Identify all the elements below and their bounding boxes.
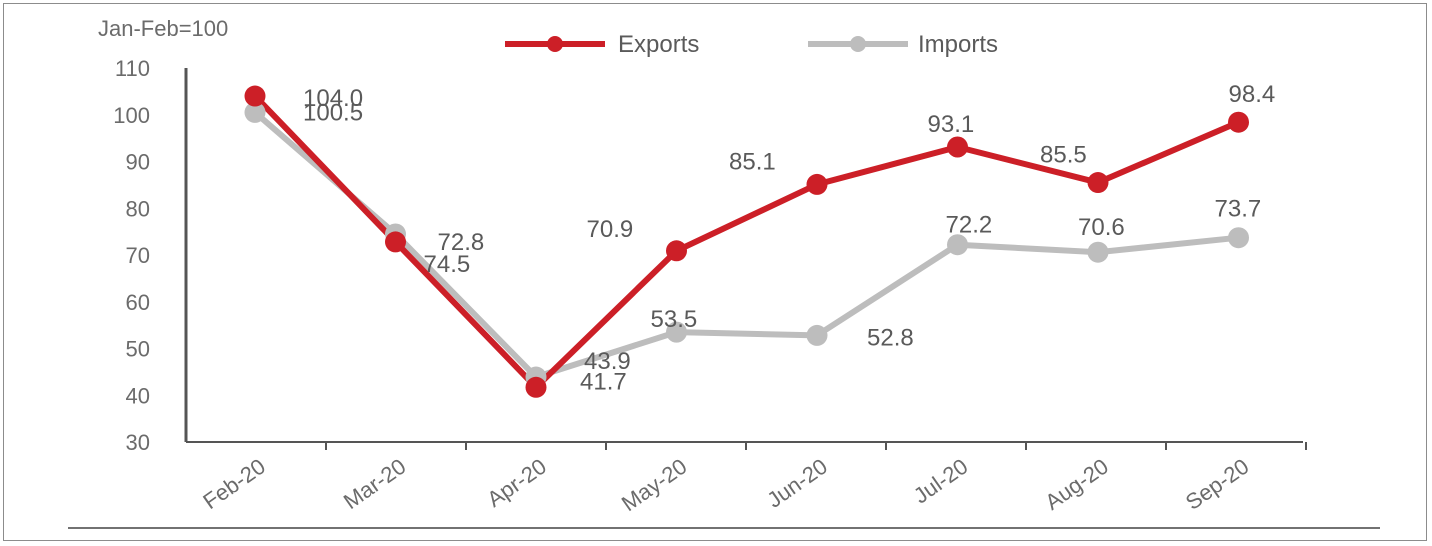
x-tick-label: Jul-20 [909, 454, 972, 509]
data-point-exports [525, 376, 547, 398]
data-point-exports [947, 136, 968, 158]
y-tick-label: 110 [115, 56, 150, 81]
data-label-imports: 72.2 [946, 212, 993, 239]
data-label-exports: 85.1 [729, 148, 776, 175]
y-tick-label: 40 [126, 383, 150, 408]
x-tick-label: Mar-20 [339, 454, 410, 514]
y-tick-label: 60 [126, 290, 150, 315]
x-axis-ticks: Feb-20 Mar-20 Apr-20 May-20 Jun-20 Jul-20 Aug-… [198, 454, 1253, 517]
data-label-imports: 74.5 [424, 251, 471, 278]
series-line-imports [253, 110, 1239, 381]
data-label-exports: 85.5 [1040, 142, 1087, 169]
x-tick-label: May-20 [617, 454, 691, 517]
y-tick-label: 70 [126, 243, 150, 268]
data-point-exports [385, 231, 406, 253]
unit-label: Jan-Feb=100 [98, 16, 228, 41]
data-label-exports: 41.7 [580, 368, 627, 395]
data-label-imports: 52.8 [867, 324, 914, 351]
legend-marker-exports [547, 36, 563, 52]
data-point-imports [244, 101, 266, 123]
data-point-exports [244, 85, 266, 107]
y-tick-label: 100 [113, 103, 150, 128]
data-label-exports: 70.9 [587, 216, 634, 243]
x-tick-label: Feb-20 [198, 454, 269, 514]
series-lines [252, 93, 1240, 391]
data-label-exports: 72.8 [438, 229, 485, 256]
y-tick-label: 30 [126, 430, 150, 455]
data-point-exports [806, 173, 828, 195]
y-axis-ticks: 30 40 50 60 70 80 90 100 110 [113, 56, 150, 455]
y-tick-label: 90 [126, 150, 150, 175]
data-point-exports [666, 240, 687, 262]
x-tick-label: Jun-20 [762, 454, 831, 513]
chart-frame [3, 3, 1427, 541]
legend-marker-imports [850, 36, 866, 52]
data-point-imports [666, 321, 687, 343]
legend-label-imports: Imports [918, 31, 998, 58]
series-line-exports [252, 93, 1240, 391]
series-points [244, 85, 1249, 398]
x-tick-label: Sep-20 [1181, 454, 1253, 515]
data-point-exports [1228, 111, 1249, 133]
data-point-imports [947, 234, 968, 256]
data-label-exports: 98.4 [1229, 81, 1276, 108]
x-tick-label: Aug-20 [1040, 454, 1112, 515]
data-point-imports [1228, 227, 1249, 249]
data-labels: 104.0 72.8 41.7 70.9 85.1 93.1 85.5 98.4 100.5 74… [303, 81, 1275, 395]
y-tick-label: 50 [126, 337, 150, 362]
data-label-imports: 53.5 [651, 306, 698, 333]
axes [68, 68, 1380, 529]
data-label-exports: 104.0 [303, 85, 363, 112]
data-label-imports: 73.7 [1215, 196, 1262, 223]
data-point-imports [1087, 241, 1109, 263]
legend: Exports Imports [505, 31, 998, 58]
y-tick-label: 80 [126, 196, 150, 221]
data-point-imports [806, 324, 828, 346]
data-label-imports: 43.9 [584, 348, 631, 375]
data-label-imports: 70.6 [1078, 214, 1125, 241]
data-label-exports: 93.1 [928, 111, 975, 138]
legend-label-exports: Exports [618, 31, 699, 58]
x-tick-label: Apr-20 [482, 454, 550, 512]
data-point-exports [1087, 172, 1109, 194]
data-label-imports: 100.5 [303, 99, 363, 126]
